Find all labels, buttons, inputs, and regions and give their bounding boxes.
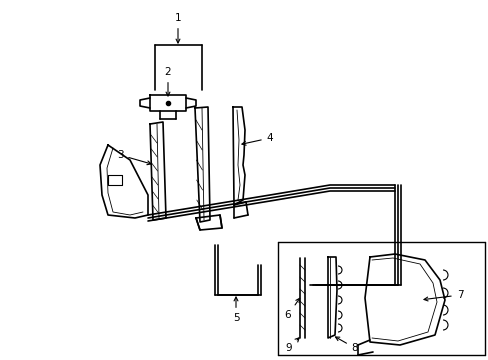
Text: 6: 6 [284,298,299,320]
Text: 2: 2 [164,67,171,96]
Text: 9: 9 [285,338,299,353]
Text: 3: 3 [117,150,151,165]
Text: 8: 8 [335,337,358,353]
Text: 7: 7 [423,290,462,301]
Text: 4: 4 [242,133,273,145]
Text: 5: 5 [232,297,239,323]
Text: 1: 1 [174,13,181,43]
